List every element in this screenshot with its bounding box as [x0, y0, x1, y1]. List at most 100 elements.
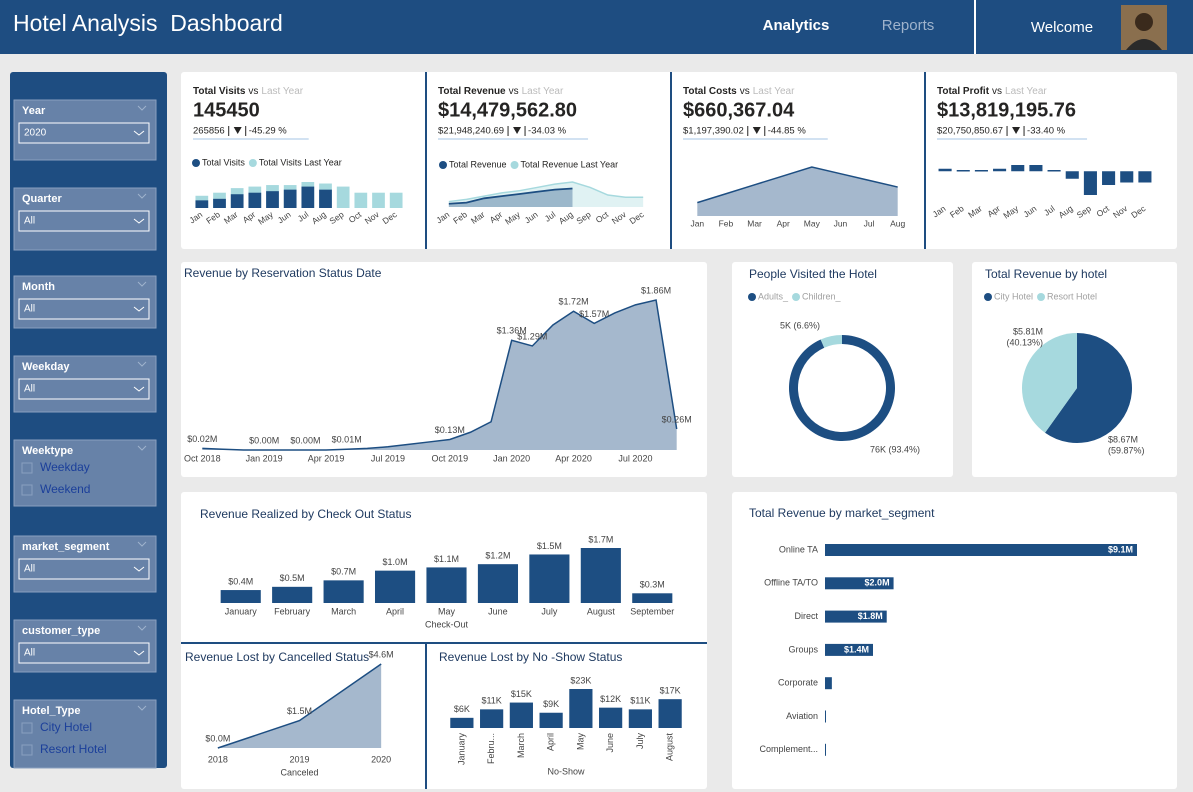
- x-tick-label: February: [274, 606, 311, 616]
- kpi-title: Total Costs vs Last Year: [683, 86, 795, 97]
- bar: [426, 567, 467, 603]
- bar: [956, 170, 970, 172]
- area-fill: [448, 182, 644, 207]
- data-label: $1.8M: [858, 611, 883, 621]
- data-label: $23K: [570, 675, 591, 685]
- data-label: $1.86M: [641, 285, 671, 295]
- avatar-head: [1135, 13, 1153, 31]
- x-tick-label: January: [456, 733, 466, 766]
- data-label: $4.6M: [369, 649, 394, 659]
- x-tick-label: Jul: [864, 218, 875, 228]
- kpi-name: Total Visits: [193, 86, 246, 97]
- bar: [1047, 170, 1061, 172]
- data-label: $0.00M: [290, 435, 320, 445]
- legend-label: Total Visits: [202, 157, 245, 167]
- chart-title: People Visited the Hotel: [749, 267, 877, 281]
- bar: [599, 707, 623, 728]
- checkbox-label[interactable]: Weekend: [40, 482, 90, 496]
- x-tick-label: Jul 2019: [371, 453, 405, 463]
- bar: [825, 610, 887, 623]
- checkbox[interactable]: [21, 722, 33, 734]
- bar: [1011, 165, 1025, 172]
- collapse-icon: [137, 705, 147, 711]
- x-tick-label: 2020: [371, 754, 391, 764]
- filter-label: Year: [22, 105, 46, 117]
- kpi-vs: vs: [248, 86, 258, 97]
- dropdown[interactable]: [18, 378, 150, 400]
- chart-title: Revenue by Reservation Status Date: [184, 266, 382, 280]
- down-arrow: [513, 127, 522, 134]
- bar: [628, 709, 652, 728]
- nav-analytics[interactable]: Analytics: [763, 17, 830, 34]
- data-label: $0.0M: [205, 733, 230, 743]
- collapse-icon: [137, 445, 147, 451]
- dropdown[interactable]: [18, 122, 150, 144]
- bar: [283, 189, 297, 208]
- nav-reports[interactable]: Reports: [882, 17, 935, 34]
- data-label: $0.02M: [187, 434, 217, 444]
- dropdown-chevron: [133, 566, 145, 572]
- data-label: (40.13%): [1006, 337, 1043, 347]
- data-label: $1.57M: [579, 309, 609, 319]
- dropdown[interactable]: [18, 558, 150, 580]
- x-tick-label: March: [516, 733, 526, 758]
- kpi-value: $13,819,195.76: [937, 99, 1076, 121]
- data-label: $1.1M: [434, 554, 459, 564]
- kpi-change: -33.40 %: [1027, 126, 1066, 137]
- area-fill: [697, 167, 898, 216]
- x-tick-label: Apr: [777, 218, 790, 228]
- data-label: $1.5M: [287, 706, 312, 716]
- checkbox[interactable]: [21, 462, 33, 474]
- checkbox-label[interactable]: Resort Hotel: [40, 742, 107, 756]
- data-label: $0.26M: [662, 414, 692, 424]
- dropdown[interactable]: [18, 642, 150, 664]
- filter-label: Weekday: [22, 361, 70, 373]
- header-bar: [0, 0, 1193, 54]
- checkbox-label[interactable]: Weekday: [40, 460, 90, 474]
- down-arrow: [233, 127, 242, 134]
- checkbox[interactable]: [21, 744, 33, 756]
- dropdown[interactable]: [18, 210, 150, 232]
- bar: [825, 677, 832, 690]
- bar: [938, 168, 952, 172]
- filter-card: [13, 699, 157, 769]
- kpi-change: -44.85 %: [768, 126, 807, 137]
- bar: [1102, 171, 1116, 185]
- data-label: (59.87%): [1108, 445, 1145, 455]
- kpi-compare: Last Year: [753, 86, 795, 97]
- avatar[interactable]: [1121, 5, 1167, 50]
- filter-label: Month: [22, 281, 55, 293]
- kpi-name: Total Costs: [683, 86, 737, 97]
- bar: [580, 548, 621, 603]
- x-tick-label: Jun: [834, 218, 848, 228]
- bar: [220, 590, 261, 603]
- data-label: $0.13M: [435, 425, 465, 435]
- bar: [195, 200, 209, 208]
- data-label: $0.4M: [228, 576, 253, 586]
- checkbox[interactable]: [21, 484, 33, 496]
- x-tick-label: Apr 2020: [555, 453, 592, 463]
- x-tick-label: July: [541, 606, 558, 616]
- kpi-value: $660,367.04: [683, 99, 795, 121]
- y-tick-label: Direct: [794, 611, 818, 621]
- area-fill: [217, 664, 382, 748]
- bar: [374, 570, 416, 603]
- bar: [974, 170, 988, 172]
- area-line: [202, 299, 678, 451]
- checkbox-label[interactable]: City Hotel: [40, 720, 92, 734]
- kpi-title: Total Visits vs Last Year: [193, 86, 304, 97]
- filter-card: [13, 439, 157, 507]
- collapse-icon: [137, 625, 147, 631]
- area-line: [448, 181, 644, 203]
- legend-label: City Hotel: [994, 291, 1033, 301]
- x-tick-label: June: [488, 606, 508, 616]
- chart-card: [181, 262, 707, 477]
- data-label: $0.5M: [280, 573, 305, 583]
- x-tick-label: May: [804, 218, 821, 228]
- kpi-card: [181, 72, 1177, 249]
- x-tick-label: Jan 2019: [246, 453, 283, 463]
- x-tick-label: May: [575, 733, 585, 751]
- dropdown[interactable]: [18, 298, 150, 320]
- data-label: $1.2M: [485, 551, 510, 561]
- kpi-last-year: $1,197,390.02: [683, 126, 744, 137]
